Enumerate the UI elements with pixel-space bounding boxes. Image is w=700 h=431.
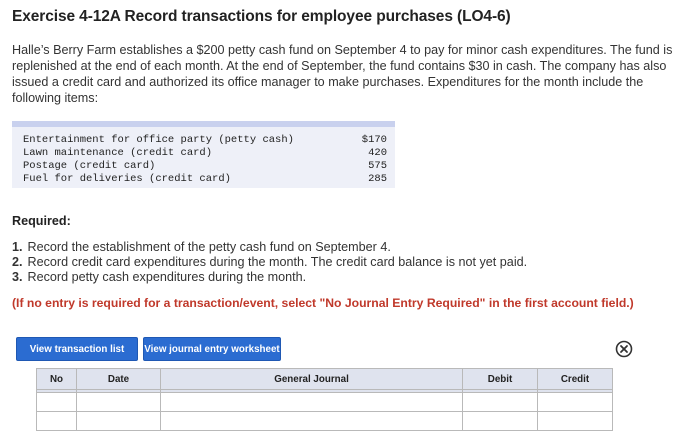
- cell-debit[interactable]: [462, 392, 538, 412]
- journal-table: No Date General Journal Debit Credit: [36, 368, 613, 431]
- cell-no: [36, 392, 77, 412]
- close-circle-icon[interactable]: [615, 340, 633, 358]
- requirement-text: Record the establishment of the petty ca…: [27, 240, 391, 254]
- cell-date[interactable]: [76, 411, 161, 431]
- requirement-item: 1. Record the establishment of the petty …: [12, 240, 527, 255]
- table-spacer: [36, 389, 613, 393]
- expenditure-description: Postage (credit card): [23, 160, 156, 172]
- table-row: [36, 411, 613, 431]
- expenditure-row: Postage (credit card) 575: [12, 160, 395, 173]
- requirements-list: 1. Record the establishment of the petty …: [12, 240, 527, 285]
- required-heading: Required:: [12, 214, 71, 228]
- instruction-note: (If no entry is required for a transacti…: [12, 296, 634, 310]
- column-header-general-journal: General Journal: [160, 368, 463, 390]
- requirement-number: 2.: [12, 255, 23, 269]
- requirement-number: 1.: [12, 240, 23, 254]
- requirement-number: 3.: [12, 270, 23, 284]
- cell-credit[interactable]: [537, 411, 613, 431]
- problem-description: Halle’s Berry Farm establishes a $200 pe…: [12, 43, 673, 105]
- requirement-text: Record petty cash expenditures during th…: [27, 270, 307, 284]
- expenditure-description: Lawn maintenance (credit card): [23, 147, 213, 159]
- expenditure-amount: 575: [368, 160, 387, 172]
- journal-header-row: No Date General Journal Debit Credit: [36, 368, 613, 390]
- column-header-credit: Credit: [537, 368, 613, 390]
- expenditure-description: Entertainment for office party (petty ca…: [23, 134, 294, 146]
- cell-account[interactable]: [160, 392, 463, 412]
- cell-debit[interactable]: [462, 411, 538, 431]
- requirement-item: 3. Record petty cash expenditures during …: [12, 270, 527, 285]
- expenditure-row: Fuel for deliveries (credit card) 285: [12, 173, 395, 186]
- expenditures-table: Entertainment for office party (petty ca…: [12, 121, 395, 188]
- cell-date[interactable]: [76, 392, 161, 412]
- view-transaction-list-button[interactable]: View transaction list: [16, 337, 138, 361]
- column-header-date: Date: [76, 368, 161, 390]
- cell-account[interactable]: [160, 411, 463, 431]
- expenditure-row: Entertainment for office party (petty ca…: [12, 134, 395, 147]
- requirement-text: Record credit card expenditures during t…: [27, 255, 528, 269]
- table-row: [36, 392, 613, 412]
- expenditure-amount: 420: [368, 147, 387, 159]
- view-journal-worksheet-button[interactable]: View journal entry worksheet: [143, 337, 281, 361]
- cell-credit[interactable]: [537, 392, 613, 412]
- expenditure-row: Lawn maintenance (credit card) 420: [12, 147, 395, 160]
- page-title: Exercise 4-12A Record transactions for e…: [12, 8, 511, 25]
- expenditure-amount: 285: [368, 173, 387, 185]
- cell-no: [36, 411, 77, 431]
- expenditure-amount: $170: [361, 134, 387, 146]
- column-header-no: No: [36, 368, 77, 390]
- requirement-item: 2. Record credit card expenditures during…: [12, 255, 527, 270]
- expenditure-description: Fuel for deliveries (credit card): [23, 173, 231, 185]
- column-header-debit: Debit: [462, 368, 538, 390]
